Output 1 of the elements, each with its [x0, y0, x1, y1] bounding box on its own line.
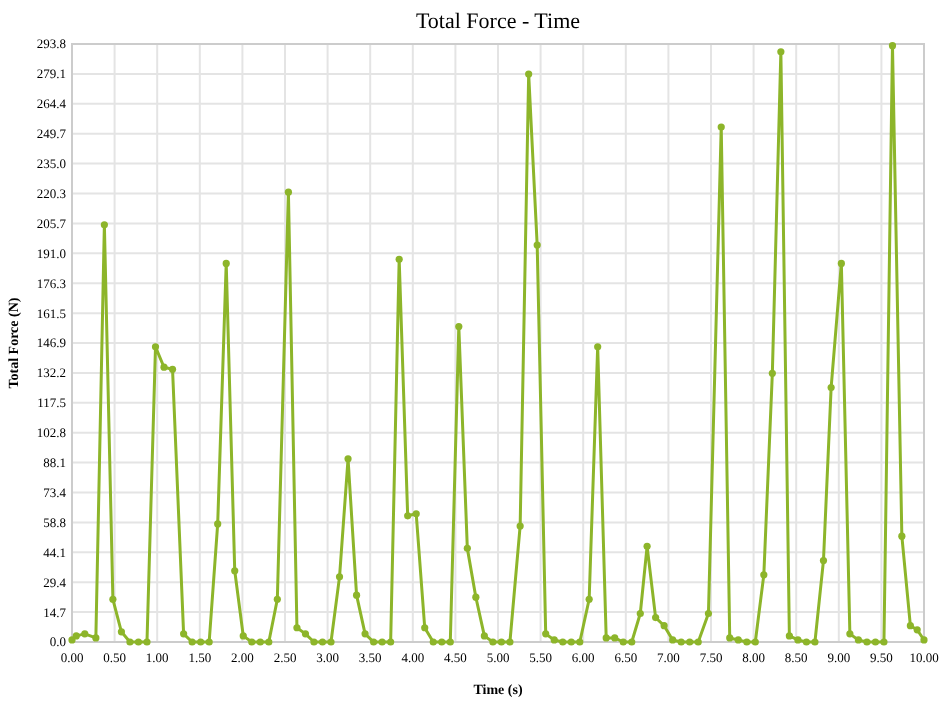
chart-title: Total Force - Time: [415, 10, 581, 34]
